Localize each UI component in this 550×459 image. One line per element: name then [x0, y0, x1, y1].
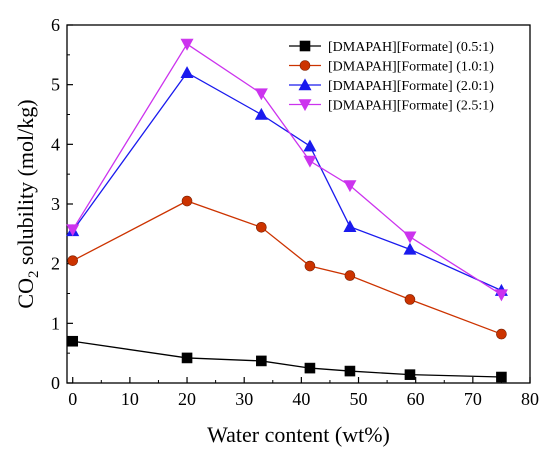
x-tick-label: 30	[235, 389, 253, 409]
legend-label: [DMAPAH][Formate] (0.5:1)	[328, 40, 494, 55]
data-point	[67, 335, 79, 347]
data-point	[344, 365, 356, 377]
y-tick-label: 0	[51, 373, 60, 393]
data-point	[181, 352, 193, 364]
x-axis-ticks: 0 10 20 30 40 50 60 70 80	[68, 377, 539, 409]
x-tick-label: 0	[68, 389, 77, 409]
y-axis-title-rest: solubility (mol/kg)	[13, 99, 38, 270]
legend-label: [DMAPAH][Formate] (1.0:1)	[328, 60, 494, 75]
data-point	[494, 289, 508, 302]
legend-label: [DMAPAH][Formate] (2.5:1)	[328, 99, 494, 114]
legend-marker	[298, 99, 312, 112]
series-line	[72, 200, 502, 335]
x-tick-label: 80	[521, 389, 539, 409]
x-tick-label: 70	[464, 389, 482, 409]
data-point	[404, 369, 416, 380]
x-tick-label: 40	[292, 389, 310, 409]
y-axis-title-main: CO	[13, 278, 38, 309]
y-tick-label: 3	[51, 194, 60, 214]
x-tick-label: 20	[178, 389, 196, 409]
data-point	[66, 224, 80, 237]
y-axis-title-subscript: 2	[26, 271, 42, 279]
data-point	[404, 294, 416, 305]
data-point	[303, 155, 317, 168]
series-4	[66, 38, 508, 302]
series-2	[67, 195, 507, 340]
data-point	[403, 242, 417, 255]
data-point	[403, 231, 417, 244]
data-point	[254, 107, 268, 120]
data-point	[181, 195, 193, 207]
data-point	[343, 180, 357, 193]
legend: [DMAPAH][Formate] (0.5:1) [DMAPAH][Format…	[289, 40, 494, 114]
y-tick-label: 6	[51, 15, 60, 35]
x-tick-label: 50	[350, 389, 368, 409]
data-point	[343, 220, 357, 232]
y-tick-label: 4	[51, 134, 60, 154]
x-tick-label: 60	[407, 389, 425, 409]
data-point	[254, 88, 268, 101]
data-point	[180, 38, 194, 51]
legend-label: [DMAPAH][Formate] (2.0:1)	[328, 79, 494, 94]
series-line	[72, 340, 502, 378]
x-tick-label: 10	[121, 389, 139, 409]
x-axis-title: Water content (wt%)	[207, 422, 390, 447]
data-point	[344, 270, 356, 281]
y-tick-label: 1	[51, 313, 60, 333]
y-tick-label: 2	[51, 254, 60, 274]
data-point	[180, 66, 194, 79]
series-layer	[66, 38, 508, 383]
y-axis-title: CO2 solubility (mol/kg)	[13, 99, 42, 308]
data-point	[496, 371, 507, 383]
data-point	[303, 139, 317, 152]
legend-marker	[299, 60, 311, 71]
series-1	[67, 335, 507, 383]
data-point	[304, 260, 316, 272]
y-tick-label: 5	[51, 75, 60, 95]
data-point	[496, 328, 507, 340]
legend-marker	[299, 40, 311, 52]
data-point	[256, 221, 267, 233]
data-point	[67, 255, 79, 266]
legend-marker	[298, 78, 312, 91]
data-point	[304, 362, 316, 374]
data-point	[256, 355, 267, 367]
